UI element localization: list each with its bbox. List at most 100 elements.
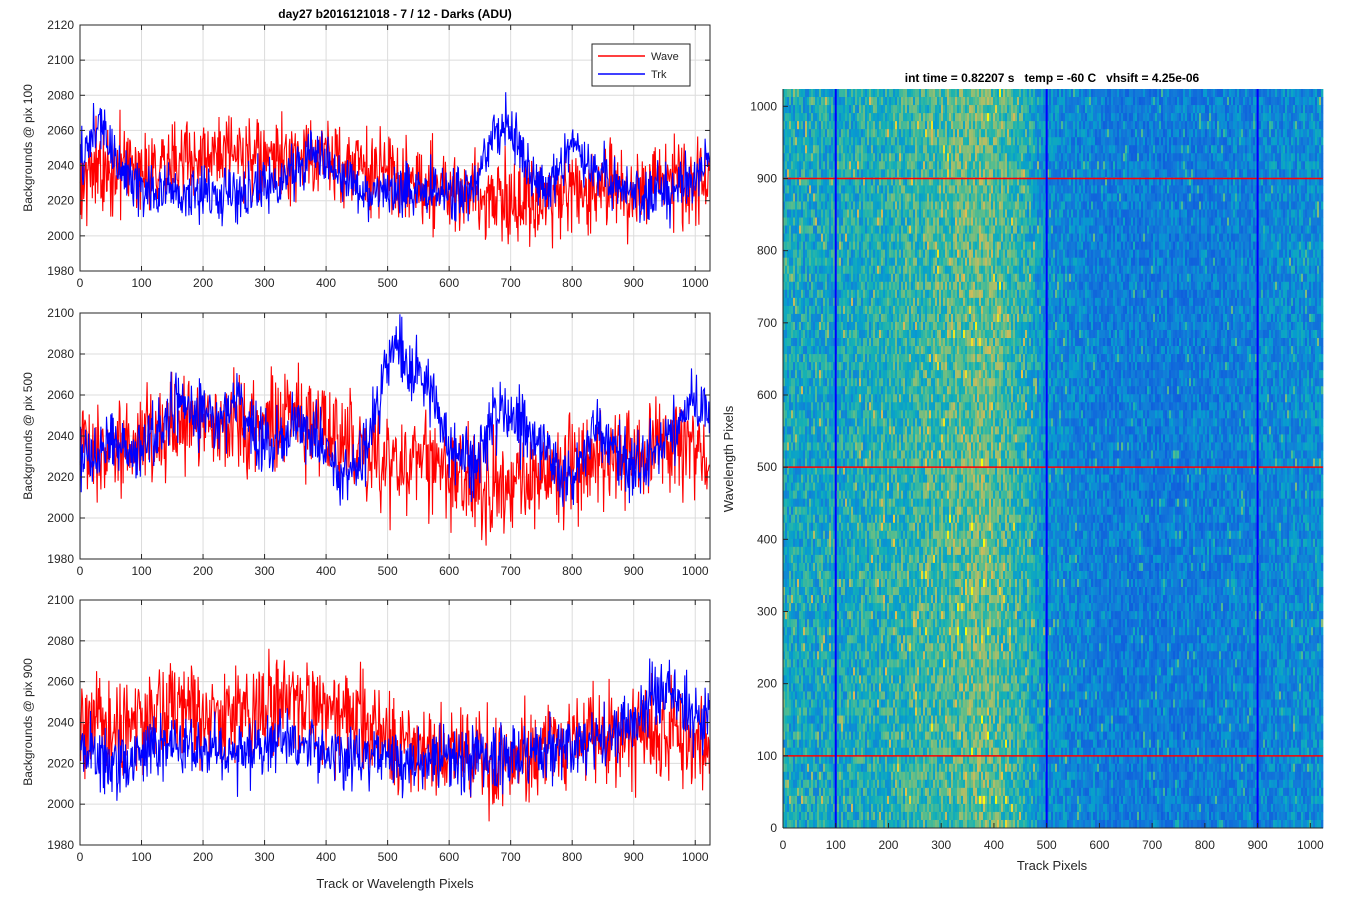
heatmap-cell [867, 538, 870, 548]
heatmap-cell [833, 169, 836, 178]
heatmap-cell [793, 329, 796, 339]
heatmap-cell [829, 675, 832, 684]
heatmap-cell [803, 145, 806, 154]
heatmap-cell [829, 771, 832, 781]
heatmap-cell [845, 193, 848, 202]
heatmap-cell [853, 394, 856, 403]
heatmap-cell [791, 450, 794, 459]
heatmap-cell [849, 819, 852, 829]
heatmap-cell [867, 723, 870, 732]
heatmap-cell [843, 313, 846, 323]
heatmap-cell [795, 281, 798, 291]
heatmap-cell [823, 578, 826, 588]
heatmap-cell [859, 185, 862, 194]
heatmap-cell [815, 442, 818, 451]
series-line-trk [79, 314, 710, 507]
heatmap-cell [799, 731, 802, 740]
heatmap-cell [867, 129, 870, 138]
heatmap-cell [797, 185, 800, 194]
heatmap-cell [789, 699, 792, 708]
heatmap-cell [863, 201, 866, 210]
heatmap-cell [799, 530, 802, 540]
heatmap-cell [855, 442, 858, 451]
heatmap-cell [797, 177, 800, 186]
heatmap-cell [803, 129, 806, 138]
heatmap-cell [795, 450, 798, 459]
heatmap-cell [853, 522, 856, 532]
heatmap-cell [825, 273, 828, 283]
heatmap-cell [867, 241, 870, 250]
heatmap-cell [877, 225, 880, 234]
heatmap-cell [827, 193, 830, 202]
heatmap-cell [829, 225, 832, 234]
heatmap-cell [845, 811, 848, 821]
heatmap-cell [789, 338, 792, 347]
heatmap-cell [863, 378, 866, 387]
heatmap-cell [865, 426, 868, 435]
heatmap-cell [809, 723, 812, 732]
heatmap-cell [785, 217, 788, 226]
heatmap-cell [785, 619, 788, 628]
heatmap-cell [787, 482, 790, 491]
heatmap-cell [815, 129, 818, 138]
heatmap-cell [833, 731, 836, 740]
heatmap-cell [827, 265, 830, 275]
heatmap-cell [813, 747, 816, 757]
heatmap-cell [859, 811, 862, 821]
heatmap-cell [845, 338, 848, 347]
heatmap-cell [829, 249, 832, 259]
heatmap-cell [857, 619, 860, 628]
heatmap-cell [811, 578, 814, 588]
heatmap-cell [821, 161, 824, 170]
heatmap-cell [855, 241, 858, 250]
heatmap-cell [787, 418, 790, 427]
heatmap-cell [847, 362, 850, 371]
heatmap-cell [815, 587, 818, 596]
heatmap-cell [843, 305, 846, 315]
heatmap-cell [851, 683, 854, 692]
heatmap-cell [869, 627, 872, 636]
heatmap-cell [879, 595, 882, 604]
heatmap-cell [875, 105, 878, 114]
heatmap-cell [799, 378, 802, 387]
heatmap-cell [849, 249, 852, 259]
heatmap-cell [783, 169, 786, 178]
heatmap-cell [875, 627, 878, 636]
heatmap-cell [865, 177, 868, 186]
heatmap-cell [783, 715, 786, 724]
heatmap-cell [799, 546, 802, 556]
heatmap-cell [811, 627, 814, 636]
heatmap-cell [853, 145, 856, 154]
heatmap-cell [813, 289, 816, 299]
heatmap-cell [805, 627, 808, 636]
heatmap-cell [803, 811, 806, 821]
heatmap-cell [881, 97, 884, 106]
heatmap-cell [883, 747, 886, 757]
heatmap-cell [817, 771, 820, 781]
heatmap-cell [805, 643, 808, 652]
heatmap-cell [859, 241, 862, 250]
heatmap-cell [865, 715, 868, 724]
heatmap-cell [853, 667, 856, 676]
heatmap-cell [863, 611, 866, 620]
heatmap-cell [813, 313, 816, 323]
heatmap-cell [807, 514, 810, 524]
heatmap-cell [797, 707, 800, 716]
heatmap-cell [865, 394, 868, 403]
heatmap-cell [795, 458, 798, 467]
heatmap-cell [857, 498, 860, 508]
heatmap-cell [793, 755, 796, 765]
heatmap-cell [863, 177, 866, 186]
heatmap-cell [869, 787, 872, 797]
heatmap-cell [817, 739, 820, 749]
heatmap-cell [797, 113, 800, 122]
heatmap-cell [799, 450, 802, 459]
heatmap-cell [869, 715, 872, 724]
heatmap-cell [823, 265, 826, 275]
heatmap-cell [807, 89, 810, 98]
heatmap-cell [803, 723, 806, 732]
heatmap-cell [831, 161, 834, 170]
heatmap-cell [811, 619, 814, 628]
heatmap-cell [873, 394, 876, 403]
heatmap-cell [815, 779, 818, 789]
